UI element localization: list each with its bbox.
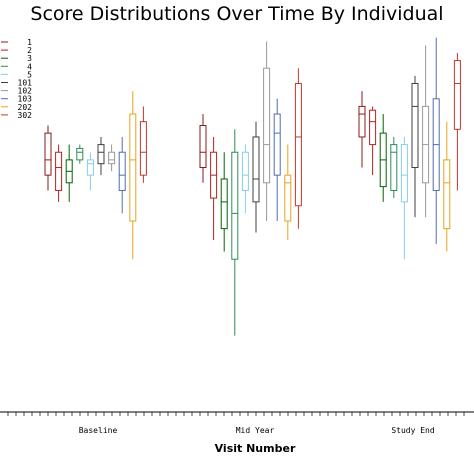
box-102-1 xyxy=(263,41,271,221)
box-body xyxy=(400,144,408,203)
box-103-2 xyxy=(432,37,440,244)
legend-label: 3 xyxy=(27,54,32,63)
box-1-2 xyxy=(358,91,366,168)
box-body xyxy=(55,151,63,191)
box-5-0 xyxy=(86,152,94,191)
box-body xyxy=(273,113,281,176)
box-body xyxy=(294,82,302,207)
legend-label: 302 xyxy=(18,111,33,120)
box-102-2 xyxy=(422,45,430,218)
box-4-1 xyxy=(231,129,239,336)
box-2-1 xyxy=(210,136,218,241)
box-101-2 xyxy=(411,75,419,218)
box-body xyxy=(220,178,228,230)
box-body xyxy=(411,82,419,169)
box-3-1 xyxy=(220,152,228,252)
box-202-1 xyxy=(284,144,292,241)
box-5-2 xyxy=(400,136,408,260)
x-axis-ticks: Baseline Mid Year Study End xyxy=(7,412,465,435)
legend-label: 103 xyxy=(18,95,33,104)
plot-area xyxy=(44,37,461,336)
box-103-1 xyxy=(273,98,281,221)
legend-label: 5 xyxy=(27,70,32,79)
legend-label: 202 xyxy=(18,103,33,112)
box-202-2 xyxy=(443,121,451,252)
box-1-1 xyxy=(199,114,207,183)
box-body xyxy=(284,174,292,222)
box-4-2 xyxy=(390,136,398,199)
box-5-1 xyxy=(241,144,249,214)
box-302-1 xyxy=(294,68,302,229)
box-2-0 xyxy=(55,144,63,202)
box-1-0 xyxy=(44,125,52,191)
box-302-2 xyxy=(453,52,461,191)
box-302-0 xyxy=(139,106,147,183)
legend-label: 2 xyxy=(27,46,32,55)
legend-label: 101 xyxy=(18,79,33,88)
box-202-0 xyxy=(129,91,137,260)
box-body xyxy=(118,151,126,191)
box-body xyxy=(108,151,116,165)
legend-label: 4 xyxy=(27,62,32,71)
box-3-0 xyxy=(65,144,73,202)
x-tick-label: Study End xyxy=(391,426,435,435)
box-body xyxy=(129,113,137,222)
box-4-0 xyxy=(76,144,84,164)
x-axis-label: Visit Number xyxy=(215,442,296,455)
box-101-0 xyxy=(97,136,105,176)
box-body xyxy=(241,151,249,191)
box-body xyxy=(86,159,94,176)
legend-label: 1 xyxy=(27,38,32,47)
box-body xyxy=(44,132,52,176)
box-body xyxy=(231,151,239,260)
box-body xyxy=(369,109,377,146)
box-body xyxy=(453,60,461,130)
legend-label: 102 xyxy=(18,87,33,96)
box-body xyxy=(97,144,105,165)
box-body xyxy=(390,144,398,191)
box-2-2 xyxy=(369,106,377,176)
box-body xyxy=(252,136,260,203)
box-body xyxy=(199,125,207,169)
box-103-0 xyxy=(118,136,126,214)
box-body xyxy=(76,147,84,161)
box-body xyxy=(263,67,271,184)
chart-title: Score Distributions Over Time By Individ… xyxy=(30,3,443,25)
box-3-2 xyxy=(379,114,387,202)
box-body xyxy=(443,159,451,230)
box-body xyxy=(358,105,366,138)
box-body xyxy=(139,121,147,176)
box-101-1 xyxy=(252,121,260,233)
x-tick-label: Mid Year xyxy=(236,426,275,435)
box-102-0 xyxy=(108,144,116,172)
x-tick-label: Baseline xyxy=(79,426,118,435)
